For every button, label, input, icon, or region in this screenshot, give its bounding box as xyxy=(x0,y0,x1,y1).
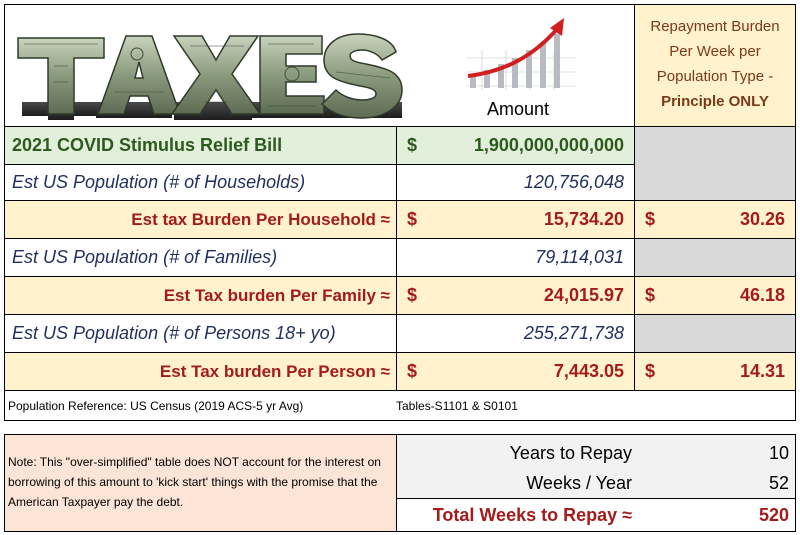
family-weekly-dollar: $ xyxy=(645,285,656,305)
person-weekly-dollar: $ xyxy=(645,361,656,381)
family-burden-amount: 24,015.97 xyxy=(543,285,624,305)
note-text: Note: This "over-simplified" table does … xyxy=(8,455,381,509)
household-burden-amount: 15,734.20 xyxy=(543,209,624,229)
households-value: 120,756,048 xyxy=(523,172,624,192)
growth-chart-icon xyxy=(462,10,580,94)
years-to-repay-value: 10 xyxy=(768,442,789,463)
person-weekly-cell: $ 14.31 xyxy=(635,353,795,390)
persons-value: 255,271,738 xyxy=(523,323,624,343)
family-burden-dollar: $ xyxy=(407,285,418,305)
household-burden-cell: $ 15,734.20 xyxy=(397,201,634,238)
person-burden-dollar: $ xyxy=(407,361,418,381)
stimulus-amount-cell: $ 1,900,000,000,000 xyxy=(397,127,634,164)
family-weekly-cell: $ 46.18 xyxy=(635,277,795,314)
gray-block-2 xyxy=(634,238,796,276)
person-burden-label: Est Tax burden Per Person ≈ xyxy=(159,361,390,381)
taxes-logo xyxy=(8,8,408,124)
family-burden-cell: $ 24,015.97 xyxy=(397,277,634,314)
family-burden-label: Est Tax burden Per Family ≈ xyxy=(163,285,390,305)
person-weekly-amount: 14.31 xyxy=(739,361,785,381)
total-weeks-value: 520 xyxy=(758,504,789,525)
total-weeks-label: Total Weeks to Repay ≈ xyxy=(432,504,632,525)
person-burden-cell: $ 7,443.05 xyxy=(397,353,634,390)
family-weekly-amount: 46.18 xyxy=(739,285,785,305)
repayment-header-line1: Repayment Burden xyxy=(650,18,780,35)
row-household-bg xyxy=(4,200,796,238)
tables-reference: Tables-S1101 & S0101 xyxy=(396,398,518,413)
row-person-bg xyxy=(4,352,796,390)
gray-block-3 xyxy=(634,314,796,352)
household-weekly-dollar: $ xyxy=(645,209,656,229)
stimulus-label: 2021 COVID Stimulus Relief Bill xyxy=(12,135,283,155)
persons-label: Est US Population (# of Persons 18+ yo) xyxy=(12,323,336,343)
repayment-header-bg xyxy=(634,4,796,126)
households-label: Est US Population (# of Households) xyxy=(12,172,306,192)
household-weekly-cell: $ 30.26 xyxy=(635,201,795,238)
person-burden-amount: 7,443.05 xyxy=(553,361,624,381)
families-value: 79,114,031 xyxy=(535,247,624,267)
weeks-per-year-label: Weeks / Year xyxy=(526,472,632,493)
repayment-header-line3: Population Type - xyxy=(656,68,774,85)
row-stimulus-bg xyxy=(4,126,634,164)
household-burden-dollar: $ xyxy=(407,209,418,229)
taxes-logo-graphic xyxy=(17,33,403,120)
stimulus-amount: 1,900,000,000,000 xyxy=(473,135,624,155)
repayment-header-line2: Per Week per xyxy=(669,43,761,60)
years-to-repay-label: Years to Repay xyxy=(509,442,632,463)
repayment-header: Repayment Burden Per Week per Population… xyxy=(634,14,796,124)
household-burden-label: Est tax Burden Per Household ≈ xyxy=(131,209,390,229)
weeks-per-year-value: 52 xyxy=(768,472,789,493)
repayment-header-line4: Principle ONLY xyxy=(661,93,769,110)
families-label: Est US Population (# of Families) xyxy=(12,247,278,267)
repay-top-bg xyxy=(396,435,796,498)
population-reference: Population Reference: US Census (2019 AC… xyxy=(8,398,304,413)
household-weekly-amount: 30.26 xyxy=(739,209,785,229)
row-family-bg xyxy=(4,276,796,314)
stimulus-dollar-sign: $ xyxy=(407,135,418,155)
amount-header: Amount xyxy=(486,98,550,119)
note-bg xyxy=(4,435,396,532)
gray-block-1 xyxy=(634,126,796,200)
